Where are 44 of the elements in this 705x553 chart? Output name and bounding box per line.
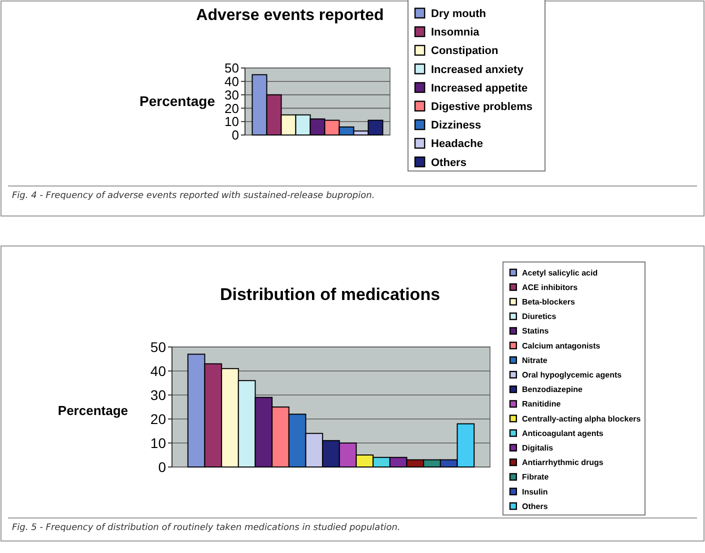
y-tick-label: 50 [224,60,239,76]
legend-label: Headache [431,138,483,150]
legend-label: Ranitidine [522,400,562,409]
y-tick-label: 20 [150,410,166,427]
legend-label: Increased appetite [431,82,528,94]
legend-label: Beta-blockers [522,298,576,306]
y-axis-title: Percentage [140,93,216,109]
y-tick-label: 30 [224,87,239,102]
y-axis-title: Percentage [58,403,128,418]
legend-label: Others [431,156,466,169]
legend-label: Insomnia [431,26,480,39]
legend-label: Centrally-acting alpha blockers [522,414,642,424]
chart-title: Distribution of medications [220,285,440,304]
legend-label: Calcium antagonists [522,341,601,350]
legend-label: Oral hypoglycemic agents [522,370,622,380]
legend-label: Statins [522,326,550,336]
y-tick-label: 40 [150,362,166,379]
legend-label: Acetyl salicylic acid [522,268,598,278]
legend-label: Others [522,502,548,511]
y-tick-label: 0 [158,458,166,475]
legend-label: Antiarrhythmic drugs [522,458,604,468]
legend-label: Diuretics [522,312,557,322]
legend-label: Anticoagulant agents [522,428,604,438]
y-tick-label: 10 [150,434,166,451]
legend-label: Dizziness [431,120,482,132]
legend-label: ACE inhibitors [522,282,578,292]
y-tick-label: 20 [224,100,239,116]
legend-label: Insulin [522,487,548,496]
chart-title: Adverse events reported [196,7,384,24]
y-tick-label: 30 [150,386,166,403]
y-tick-label: 40 [224,74,239,89]
caption: Fig. 5 - Frequency of distribution of routinely taken medications in studied population. [12,523,400,533]
legend-label: Fibrate [522,472,550,482]
legend-label: Benzodiazepine [522,385,584,394]
legend-label: Dry mouth [431,8,486,20]
legend-label: Increased anxiety [431,64,524,76]
legend-label: Constipation [431,45,498,58]
legend-label: Nitrate [522,356,548,365]
y-tick-label: 0 [232,128,239,143]
y-tick-label: 50 [150,338,166,355]
legend-label: Digitalis [522,444,554,452]
caption: Fig. 4 - Frequency of adverse events reported with sustained-release bupropion. [12,191,375,201]
legend-label: Digestive problems [431,100,532,113]
y-tick-label: 10 [224,114,239,130]
